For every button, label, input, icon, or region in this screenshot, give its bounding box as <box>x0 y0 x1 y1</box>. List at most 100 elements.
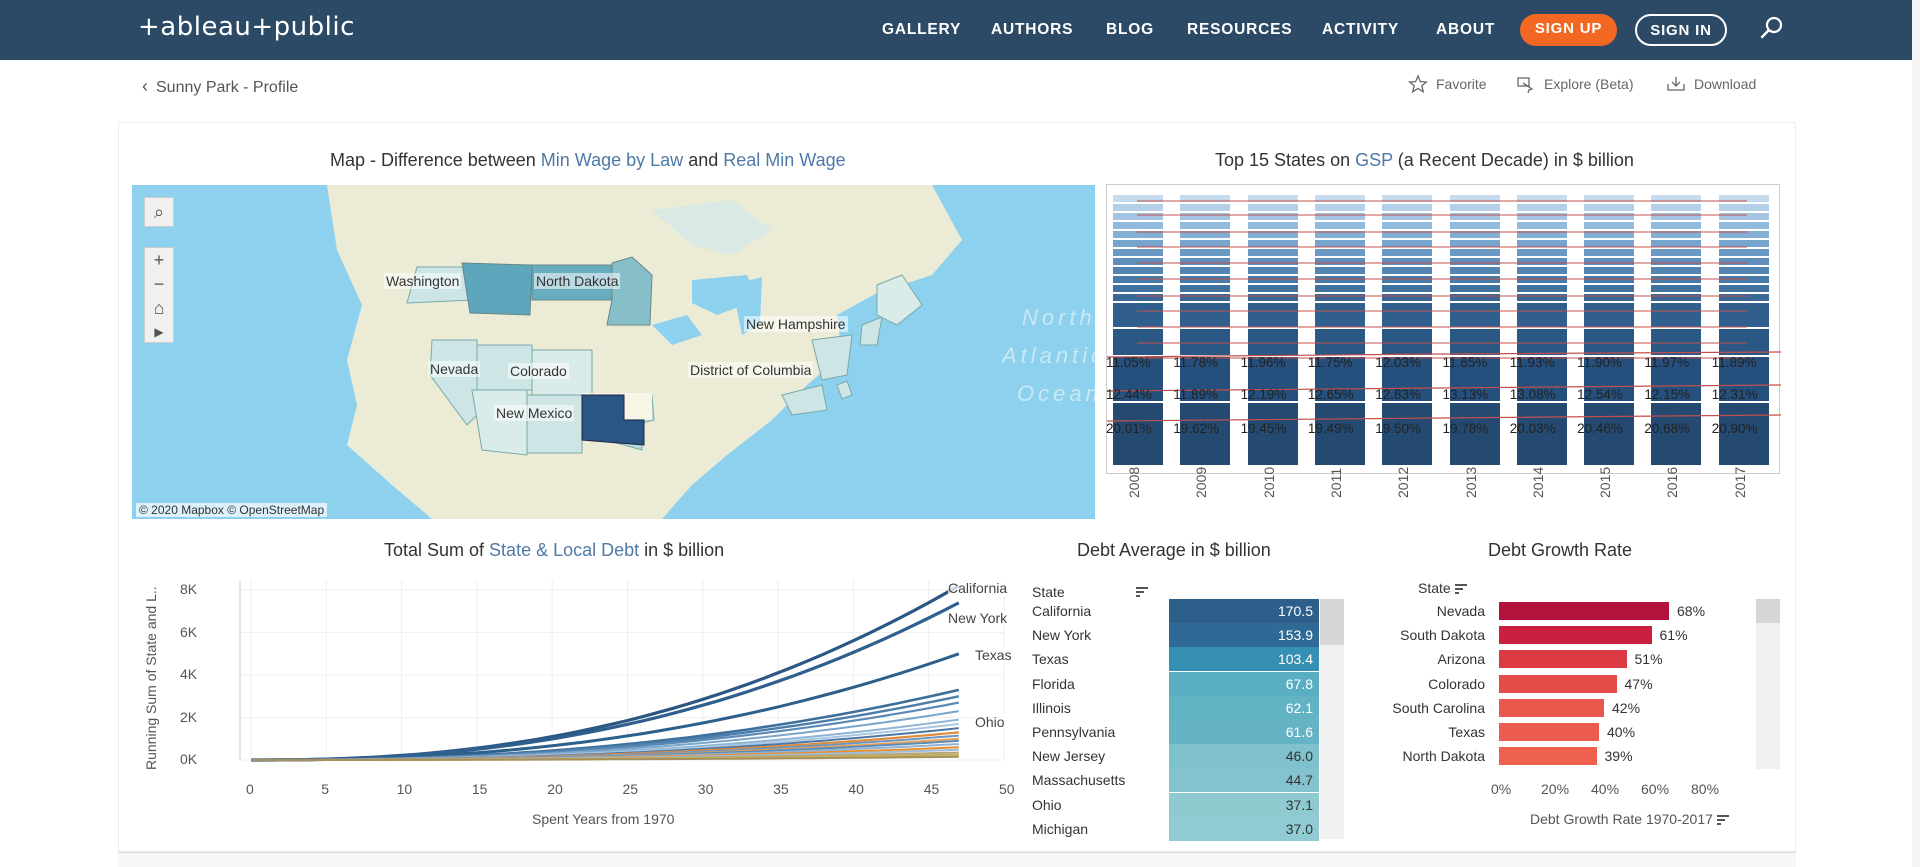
gsp-segment[interactable] <box>1247 403 1298 465</box>
sort-icon[interactable] <box>1136 587 1148 597</box>
gsp-segment[interactable] <box>1382 204 1433 212</box>
gsp-segment[interactable] <box>1449 222 1500 230</box>
gsp-segment[interactable] <box>1314 403 1365 465</box>
growth-bar[interactable] <box>1499 674 1617 693</box>
gsp-segment[interactable] <box>1449 267 1500 275</box>
gsp-segment[interactable] <box>1180 276 1231 284</box>
gsp-segment[interactable] <box>1247 249 1298 257</box>
gsp-column[interactable] <box>1180 195 1231 465</box>
gsp-segment[interactable] <box>1314 195 1365 203</box>
gsp-segment[interactable] <box>1651 195 1702 203</box>
gsp-segment[interactable] <box>1314 303 1365 328</box>
table-row[interactable]: Illinois 62.1 <box>1032 695 1352 720</box>
gsp-segment[interactable] <box>1651 249 1702 257</box>
table-row[interactable]: Pennsylvania 61.6 <box>1032 720 1352 744</box>
gsp-segment[interactable] <box>1584 357 1635 402</box>
nav-authors[interactable]: AUTHORS <box>991 21 1074 38</box>
sign-in-button[interactable]: SIGN IN <box>1635 14 1727 46</box>
gsp-segment[interactable] <box>1113 258 1163 266</box>
gsp-segment[interactable] <box>1180 213 1231 221</box>
gsp-segment[interactable] <box>1584 222 1635 230</box>
gsp-segment[interactable] <box>1516 231 1567 239</box>
gsp-segment[interactable] <box>1314 258 1365 266</box>
debt-series-line[interactable] <box>251 755 959 761</box>
gsp-segment[interactable] <box>1584 204 1635 212</box>
gsp-segment[interactable] <box>1247 357 1298 402</box>
table-row[interactable]: Massachusetts 44.7 <box>1032 768 1352 793</box>
gsp-segment[interactable] <box>1584 213 1635 221</box>
gsp-segment[interactable] <box>1180 249 1231 257</box>
gsp-segment[interactable] <box>1584 267 1635 275</box>
gsp-segment[interactable] <box>1516 357 1567 402</box>
gsp-stacked-bar-chart[interactable] <box>1106 184 1781 474</box>
gsp-segment[interactable] <box>1113 276 1163 284</box>
table-row[interactable]: Texas 103.4 <box>1032 647 1352 672</box>
gsp-segment[interactable] <box>1449 403 1500 465</box>
gsp-column[interactable] <box>1516 195 1567 465</box>
viz-toolbar[interactable] <box>118 852 1796 867</box>
gsp-segment[interactable] <box>1314 357 1365 402</box>
gsp-segment[interactable] <box>1247 213 1298 221</box>
gsp-segment[interactable] <box>1449 294 1500 302</box>
gsp-segment[interactable] <box>1449 204 1500 212</box>
gsp-column[interactable] <box>1449 195 1500 465</box>
gsp-segment[interactable] <box>1718 258 1769 266</box>
back-to-profile-link[interactable]: ‹ Sunny Park - Profile <box>142 76 298 97</box>
gsp-segment[interactable] <box>1382 213 1433 221</box>
growth-scrollbar[interactable] <box>1756 599 1780 769</box>
gsp-segment[interactable] <box>1113 357 1163 402</box>
growth-bar[interactable] <box>1499 698 1604 717</box>
sort-icon[interactable] <box>1716 815 1729 826</box>
gsp-segment[interactable] <box>1247 222 1298 230</box>
gsp-segment[interactable] <box>1516 258 1567 266</box>
gsp-segment[interactable] <box>1180 204 1231 212</box>
gsp-segment[interactable] <box>1651 276 1702 284</box>
gsp-segment[interactable] <box>1651 267 1702 275</box>
gsp-segment[interactable] <box>1718 231 1769 239</box>
gsp-segment[interactable] <box>1584 195 1635 203</box>
gsp-segment[interactable] <box>1113 222 1163 230</box>
table-row[interactable]: Florida 67.8 <box>1032 671 1352 696</box>
gsp-segment[interactable] <box>1449 303 1500 328</box>
gsp-segment[interactable] <box>1247 267 1298 275</box>
gsp-segment[interactable] <box>1449 276 1500 284</box>
sign-up-button[interactable]: SIGN UP <box>1520 14 1617 46</box>
gsp-segment[interactable] <box>1449 231 1500 239</box>
gsp-segment[interactable] <box>1382 357 1433 402</box>
growth-bar[interactable] <box>1499 723 1599 741</box>
gsp-segment[interactable] <box>1113 294 1163 302</box>
gsp-segment[interactable] <box>1584 294 1635 302</box>
gsp-segment[interactable] <box>1314 213 1365 221</box>
nav-gallery[interactable]: GALLERY <box>882 21 962 38</box>
map-search-button[interactable]: ⌕ <box>144 197 174 227</box>
gsp-segment[interactable] <box>1516 294 1567 302</box>
nav-resources[interactable]: RESOURCES <box>1187 21 1293 38</box>
gsp-segment[interactable] <box>1180 403 1231 465</box>
gsp-segment[interactable] <box>1382 294 1433 302</box>
gsp-segment[interactable] <box>1718 222 1769 230</box>
gsp-segment[interactable] <box>1113 285 1163 293</box>
gsp-segment[interactable] <box>1382 195 1433 203</box>
gsp-segment[interactable] <box>1584 403 1635 465</box>
page-scrollbar[interactable] <box>1912 0 1920 867</box>
gsp-segment[interactable] <box>1314 222 1365 230</box>
gsp-segment[interactable] <box>1180 258 1231 266</box>
search-icon[interactable] <box>1760 16 1784 40</box>
gsp-segment[interactable] <box>1247 276 1298 284</box>
gsp-segment[interactable] <box>1651 403 1702 465</box>
state-column-header[interactable]: State <box>1418 580 1451 596</box>
gsp-segment[interactable] <box>1247 285 1298 293</box>
gsp-segment[interactable] <box>1718 204 1769 212</box>
gsp-segment[interactable] <box>1382 276 1433 284</box>
gsp-segment[interactable] <box>1247 303 1298 328</box>
table-row[interactable]: New Jersey 46.0 <box>1032 744 1352 769</box>
nav-activity[interactable]: ACTIVITY <box>1322 21 1400 38</box>
gsp-segment[interactable] <box>1584 276 1635 284</box>
gsp-segment[interactable] <box>1382 403 1433 465</box>
gsp-segment[interactable] <box>1180 231 1231 239</box>
gsp-segment[interactable] <box>1382 231 1433 239</box>
nav-blog[interactable]: BLOG <box>1106 21 1154 38</box>
zoom-in-button[interactable]: + <box>153 250 165 270</box>
gsp-segment[interactable] <box>1449 357 1500 402</box>
